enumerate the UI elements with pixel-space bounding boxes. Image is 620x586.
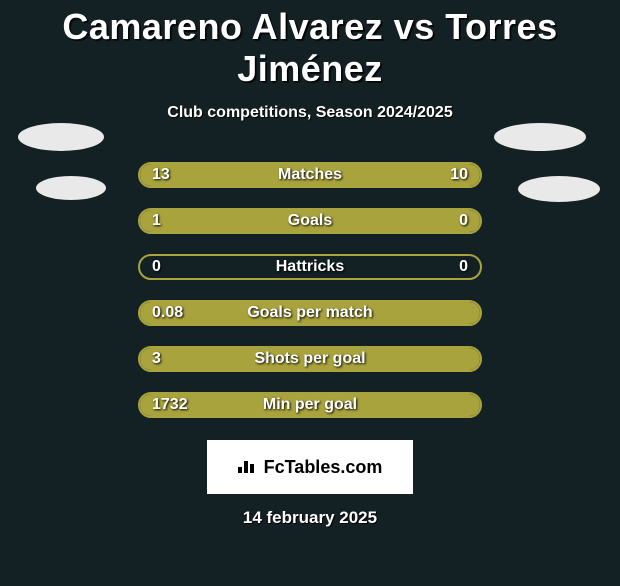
bar-fill-left bbox=[140, 394, 480, 416]
brand-badge[interactable]: FcTables.com bbox=[207, 440, 413, 494]
stat-row: Hattricks0 0 bbox=[0, 244, 620, 290]
bar-fill-left bbox=[140, 302, 480, 324]
stat-bar: Shots per goal3 bbox=[138, 346, 482, 372]
stat-row: Goals per match0.08 bbox=[0, 290, 620, 336]
stat-row: Matches1310 bbox=[0, 152, 620, 198]
stat-bar: Goals10 bbox=[138, 208, 482, 234]
stat-rows: Matches1310 Goals10 Hattricks0 0 Goals per m… bbox=[0, 152, 620, 428]
subtitle: Club competitions, Season 2024/2025 bbox=[0, 104, 620, 122]
bar-fill-right bbox=[332, 164, 480, 186]
stat-bar: Matches1310 bbox=[138, 162, 482, 188]
bar-fill-right bbox=[398, 210, 480, 232]
page-title: Camareno Alvarez vs Torres Jiménez bbox=[0, 6, 620, 90]
stat-value-right: 0 bbox=[459, 256, 468, 278]
brand-text: FcTables.com bbox=[264, 457, 383, 478]
player-avatar-left-top bbox=[18, 123, 104, 151]
stat-row: Min per goal1732 bbox=[0, 382, 620, 428]
stat-bar: Min per goal1732 bbox=[138, 392, 482, 418]
bar-fill-left bbox=[140, 164, 332, 186]
bars-icon bbox=[238, 457, 258, 478]
date-line: 14 february 2025 bbox=[0, 508, 620, 528]
player-avatar-right-top bbox=[494, 123, 586, 151]
stat-bar: Goals per match0.08 bbox=[138, 300, 482, 326]
stat-row: Shots per goal3 bbox=[0, 336, 620, 382]
stats-area: Matches1310 Goals10 Hattricks0 0 Goals per m… bbox=[0, 152, 620, 528]
stat-bar: Hattricks0 0 bbox=[138, 254, 482, 280]
stat-row: Goals10 bbox=[0, 198, 620, 244]
stat-value-left: 0 bbox=[152, 256, 161, 278]
bar-fill-left bbox=[140, 210, 398, 232]
stat-label: Hattricks bbox=[140, 256, 480, 278]
bar-fill-left bbox=[140, 348, 480, 370]
